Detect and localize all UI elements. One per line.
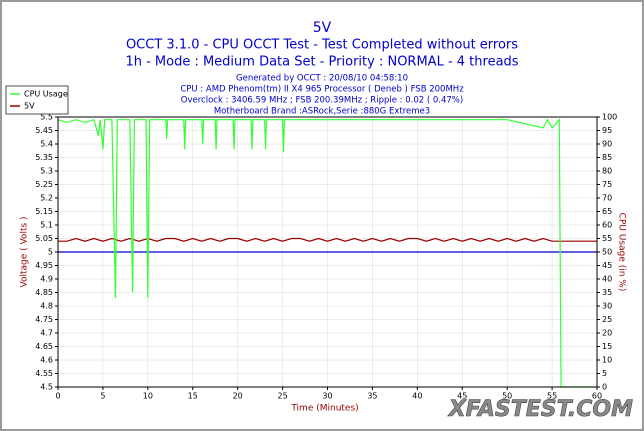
info-line: Generated by OCCT : 20/08/10 04:58:10 bbox=[236, 74, 408, 84]
chart-subtitle: 1h - Mode : Medium Data Set - Priority :… bbox=[125, 55, 518, 70]
y2-tick-label: 65 bbox=[602, 207, 612, 216]
y2-tick-label: 95 bbox=[602, 126, 612, 135]
plot-border bbox=[57, 116, 598, 388]
y-axis-label: Voltage ( Volts ) bbox=[20, 216, 30, 287]
y-tick-label: 4.7 bbox=[40, 329, 53, 338]
y2-tick-label: 50 bbox=[602, 248, 612, 257]
x-tick-label: 30 bbox=[322, 392, 332, 401]
info-line: CPU : AMD Phenom(tm) II X4 965 Processor… bbox=[180, 85, 464, 95]
y2-tick-label: 30 bbox=[602, 302, 612, 311]
y-tick-label: 5.25 bbox=[35, 180, 53, 189]
y-tick-label: 5.15 bbox=[35, 207, 53, 216]
x-tick-label: 35 bbox=[367, 392, 377, 401]
y2-tick-label: 45 bbox=[602, 261, 612, 270]
y-tick-label: 4.85 bbox=[35, 288, 53, 297]
legend-label: 5V bbox=[24, 102, 35, 111]
x-tick-label: 20 bbox=[233, 392, 243, 401]
x-tick-label: 10 bbox=[143, 392, 153, 401]
y-tick-label: 5.2 bbox=[40, 194, 53, 203]
x-tick-label: 60 bbox=[592, 392, 602, 401]
x-tick-label: 55 bbox=[547, 392, 557, 401]
y2-tick-label: 80 bbox=[602, 167, 612, 176]
y-tick-label: 4.95 bbox=[35, 261, 53, 270]
x-tick-label: 5 bbox=[100, 392, 105, 401]
y2-tick-label: 60 bbox=[602, 221, 612, 230]
x-tick-label: 15 bbox=[188, 392, 198, 401]
y-tick-label: 4.65 bbox=[35, 342, 53, 351]
series-line bbox=[57, 118, 597, 388]
y2-axis-label: CPU Usage (in %) bbox=[617, 213, 627, 292]
x-axis-label: Time (Minutes) bbox=[290, 404, 358, 414]
y-tick-label: 5.05 bbox=[35, 234, 53, 243]
x-tick-label: 25 bbox=[277, 392, 287, 401]
y-tick-label: 5.1 bbox=[40, 221, 53, 230]
x-tick-label: 50 bbox=[502, 392, 512, 401]
y-tick-label: 5.45 bbox=[35, 126, 53, 135]
y2-tick-label: 70 bbox=[602, 194, 612, 203]
y2-tick-label: 20 bbox=[602, 329, 612, 338]
y-tick-label: 4.5 bbox=[40, 383, 53, 392]
chart-title: 5V bbox=[313, 20, 332, 36]
legend-label: CPU Usage bbox=[24, 90, 68, 99]
y2-tick-label: 35 bbox=[602, 288, 612, 297]
info-line: Overclock : 3406.59 MHz ; FSB 200.39MHz … bbox=[181, 96, 463, 106]
y-tick-label: 4.55 bbox=[35, 369, 53, 378]
y2-tick-label: 90 bbox=[602, 140, 612, 149]
y2-tick-label: 25 bbox=[602, 315, 612, 324]
y2-tick-label: 10 bbox=[602, 356, 612, 365]
x-tick-label: 0 bbox=[55, 392, 60, 401]
chart-subtitle: OCCT 3.1.0 - CPU OCCT Test - Test Comple… bbox=[126, 38, 518, 53]
y-tick-label: 5.4 bbox=[40, 140, 53, 149]
x-tick-label: 40 bbox=[412, 392, 422, 401]
y-tick-label: 4.75 bbox=[35, 315, 53, 324]
y2-tick-label: 100 bbox=[602, 113, 617, 122]
y-tick-label: 5.3 bbox=[40, 167, 53, 176]
info-line: Motherboard Brand :ASRock,Serie :880G Ex… bbox=[214, 107, 430, 117]
y2-tick-label: 75 bbox=[602, 180, 612, 189]
y2-tick-label: 85 bbox=[602, 153, 612, 162]
y2-tick-label: 15 bbox=[602, 342, 612, 351]
y-tick-label: 4.9 bbox=[40, 275, 53, 284]
watermark: XFASTEST.COM bbox=[447, 397, 633, 422]
y-tick-label: 5.5 bbox=[40, 113, 53, 122]
legend-box bbox=[5, 85, 69, 115]
y2-tick-label: 0 bbox=[602, 383, 607, 392]
y2-tick-label: 40 bbox=[602, 275, 612, 284]
y-tick-label: 5.35 bbox=[35, 153, 53, 162]
y-tick-label: 4.6 bbox=[40, 356, 53, 365]
y2-tick-label: 5 bbox=[602, 369, 607, 378]
y-tick-label: 5 bbox=[48, 248, 53, 257]
y2-tick-label: 55 bbox=[602, 234, 612, 243]
x-tick-label: 45 bbox=[457, 392, 467, 401]
y-tick-label: 4.8 bbox=[40, 302, 53, 311]
